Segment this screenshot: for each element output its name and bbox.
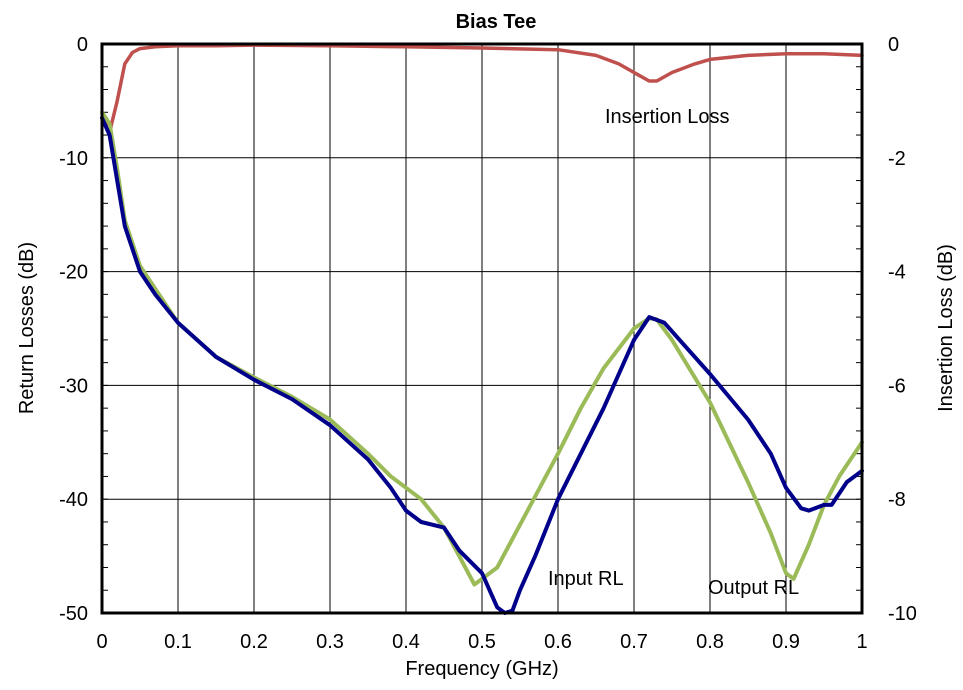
x-tick-label: 0.7 — [620, 631, 648, 653]
y-tick-labels: 0 -10 -20 -30 -40 -50 — [59, 34, 88, 625]
y-tick-label: -40 — [59, 489, 88, 511]
y2-tick-label: -4 — [888, 262, 906, 284]
x-tick-label: 0.3 — [316, 631, 344, 653]
y-tick-label: -10 — [59, 148, 88, 170]
x-tick-label: 0 — [96, 631, 107, 653]
x-tick-label: 0.4 — [392, 631, 420, 653]
series-line-insertion-loss — [100, 43, 864, 134]
y-tick-label: 0 — [77, 34, 88, 56]
y-tick-label: -50 — [59, 603, 88, 625]
x-tick-label: 0.2 — [240, 631, 268, 653]
x-tick-label: 0.9 — [772, 631, 800, 653]
y2-tick-label: -10 — [888, 603, 917, 625]
plot-frame — [100, 42, 864, 615]
x-tick-label: 0.1 — [164, 631, 192, 653]
y-axis-label: Return Losses (dB) — [16, 242, 38, 414]
annotation-output-rl: Output RL — [708, 577, 799, 599]
grid — [102, 44, 862, 613]
x-tick-label: 0.6 — [544, 631, 572, 653]
annotation-input-rl: Input RL — [548, 568, 624, 590]
x-tick-label: 0.5 — [468, 631, 496, 653]
y2-axis-label: Insertion Loss (dB) — [935, 244, 957, 412]
y2-tick-label: 0 — [888, 34, 899, 56]
y2-tick-label: -6 — [888, 375, 906, 397]
y-tick-label: -20 — [59, 262, 88, 284]
x-tick-label: 0.8 — [696, 631, 724, 653]
y2-tick-label: -8 — [888, 489, 906, 511]
x-tick-label: 1 — [856, 631, 867, 653]
y-tick-label: -30 — [59, 375, 88, 397]
x-axis-label: Frequency (GHz) — [405, 658, 558, 680]
chart-title: Bias Tee — [456, 11, 537, 33]
x-tick-labels: 0 0.1 0.2 0.3 0.4 0.5 0.6 0.7 0.8 0.9 1 — [96, 631, 867, 653]
y2-tick-label: -2 — [888, 148, 906, 170]
y2-tick-labels: 0 -2 -4 -6 -8 -10 — [888, 34, 917, 625]
annotation-insertion-loss: Insertion Loss — [605, 106, 730, 128]
